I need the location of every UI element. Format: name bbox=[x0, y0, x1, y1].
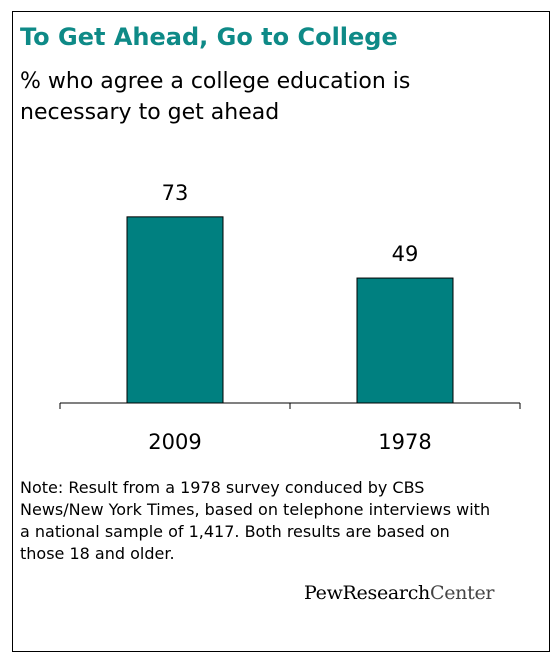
data-label-2009: 73 bbox=[162, 181, 189, 205]
chart-frame bbox=[12, 11, 550, 652]
bar-1978 bbox=[356, 277, 454, 404]
x-tick-label-1978: 1978 bbox=[378, 430, 431, 454]
data-label-1978: 49 bbox=[392, 242, 419, 266]
chart-title: To Get Ahead, Go to College bbox=[20, 23, 398, 51]
chart-note: Note: Result from a 1978 survey conduced… bbox=[20, 478, 491, 563]
bar-chart: 73 2009 49 1978 bbox=[59, 181, 521, 454]
pew-research-center-logo: PewResearchCenter bbox=[304, 582, 494, 604]
logo-text-center: Center bbox=[429, 582, 495, 604]
chart-subtitle: % who agree a college education is neces… bbox=[20, 69, 411, 125]
bar-2009 bbox=[126, 216, 224, 404]
x-tick-label-2009: 2009 bbox=[148, 430, 201, 454]
logo-text-pewresearch: PewResearch bbox=[304, 582, 430, 604]
